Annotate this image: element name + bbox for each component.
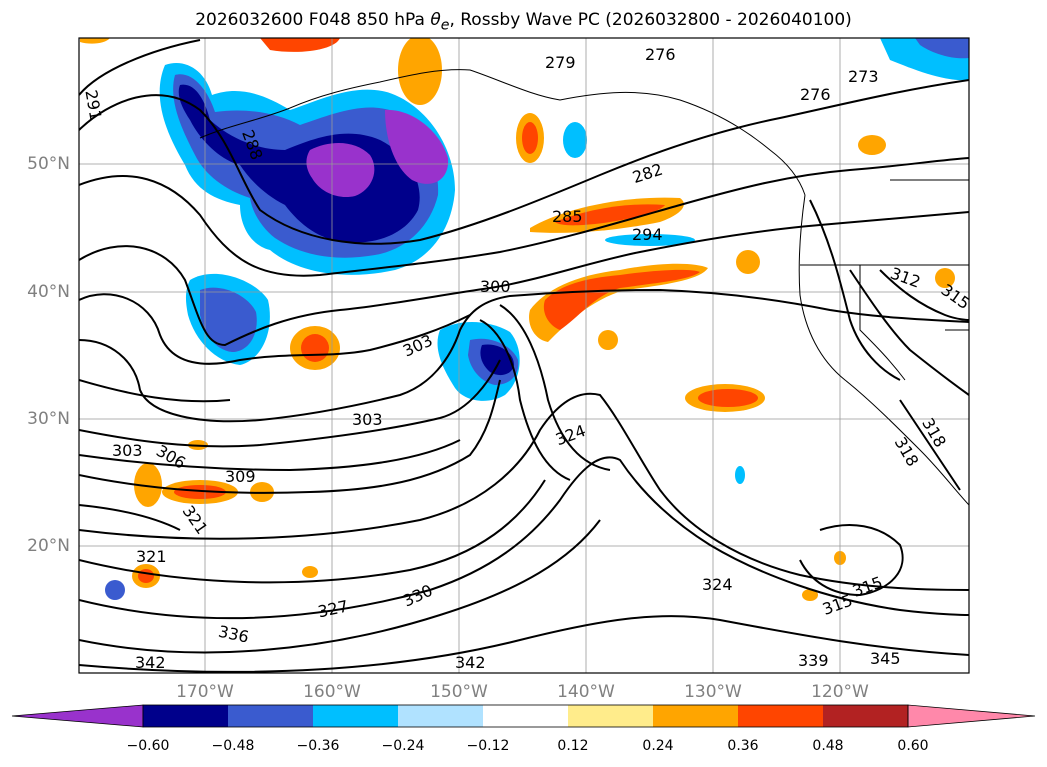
shade-positive-blob-core (301, 334, 329, 362)
contour-label: 279 (545, 53, 576, 72)
colorbar-tick-label: 0.36 (727, 738, 759, 754)
colorbar-segment (143, 705, 228, 727)
map-title: 2026032600 F048 850 hPa θe, Rossby Wave … (0, 10, 1047, 33)
shade-negative-central-core (480, 344, 514, 376)
contour-label: 321 (136, 547, 167, 566)
shade-positive-blob-core (174, 485, 226, 499)
shade-positive-top (80, 38, 110, 44)
shade-negative-extreme (306, 143, 375, 198)
contour-label: 276 (645, 45, 676, 64)
colorbar-segment (568, 705, 653, 727)
contour-label: 303 (112, 441, 143, 460)
shade-negative-small (105, 580, 125, 600)
colorbar-extend-max (907, 704, 1036, 728)
title-symbol: θ (430, 10, 441, 30)
colorbar-tick-label: 0.48 (812, 738, 844, 754)
shade-negative-extreme-2 (385, 109, 449, 184)
title-subscript: e (440, 17, 450, 34)
colorbar-tick-label: −0.60 (126, 738, 170, 754)
colorbar-extend-min (11, 704, 144, 728)
contour-label: 294 (632, 225, 663, 244)
colorbar-segment (823, 705, 908, 727)
shade-positive-blob-core (522, 122, 538, 154)
colorbar-segment (653, 705, 738, 727)
contour-label: 342 (135, 653, 166, 672)
title-suffix: , Rossby Wave PC (2026032800 - 202604010… (449, 10, 852, 30)
shade-positive-band-2 (529, 263, 708, 342)
colorbar (11, 704, 1036, 728)
shade-positive-blob (398, 38, 442, 105)
contour-label: 339 (798, 651, 829, 670)
contours (79, 39, 969, 673)
contour-label: 273 (848, 67, 879, 86)
contour-label: 345 (870, 649, 901, 668)
contour-label: 303 (352, 410, 383, 429)
lon-label: 120°W (811, 682, 869, 702)
lat-label: 50°N (27, 154, 70, 174)
shade-negative-core (178, 84, 420, 243)
colorbar-segment (228, 705, 313, 727)
lat-label: 40°N (27, 282, 70, 302)
shade-positive-blob (598, 330, 618, 350)
contour-label: 285 (552, 207, 583, 226)
lat-label: 20°N (27, 536, 70, 556)
shade-positive-blob (736, 250, 760, 274)
coastlines (199, 69, 969, 506)
colorbar-tick-label: 0.12 (557, 738, 589, 754)
colorbar-tick-label: −0.24 (381, 738, 425, 754)
shade-positive-band-1-core (555, 204, 665, 226)
gridlines (79, 38, 969, 673)
colorbar-tick-label: −0.36 (296, 738, 340, 754)
colorbar-frame (142, 704, 909, 728)
shade-positive-blob (935, 268, 955, 288)
lon-label: 140°W (557, 682, 615, 702)
contour-label: 309 (225, 467, 256, 486)
shade-negative-small (563, 122, 587, 158)
colorbar-segment (738, 705, 823, 727)
shaded-fields (80, 38, 969, 601)
colorbar-segment (483, 705, 568, 727)
colorbar-tick-label: 0.60 (897, 738, 929, 754)
colorbar-tick-label: −0.48 (211, 738, 255, 754)
contour-label: 276 (800, 85, 831, 104)
shade-positive-blob (302, 566, 318, 578)
lon-label: 150°W (430, 682, 488, 702)
shade-positive-blob (802, 589, 818, 601)
shade-positive-top (260, 38, 340, 52)
shade-negative-small (735, 466, 745, 484)
shade-positive-blob-core (138, 569, 154, 583)
contour-label: 324 (702, 575, 733, 594)
colorbar-segment (313, 705, 398, 727)
title-prefix: 2026032600 F048 850 hPa (195, 10, 431, 30)
contour-label: 342 (455, 653, 486, 672)
lon-label: 130°W (684, 682, 742, 702)
colorbar-segment (398, 705, 483, 727)
contour-label: 300 (480, 277, 511, 296)
colorbar-tick-label: 0.24 (642, 738, 674, 754)
shade-positive-band-2-core (543, 269, 700, 330)
shade-positive-blob (858, 135, 886, 155)
lon-label: 170°W (176, 682, 234, 702)
shade-positive-blob-core (698, 389, 758, 407)
lon-label: 160°W (303, 682, 361, 702)
colorbar-tick-label: −0.12 (466, 738, 510, 754)
shade-negative-ne-core (915, 38, 969, 59)
shade-positive-blob (134, 463, 162, 507)
shade-negative-small (605, 234, 695, 246)
plot-frame (78, 37, 970, 674)
lat-label: 30°N (27, 409, 70, 429)
